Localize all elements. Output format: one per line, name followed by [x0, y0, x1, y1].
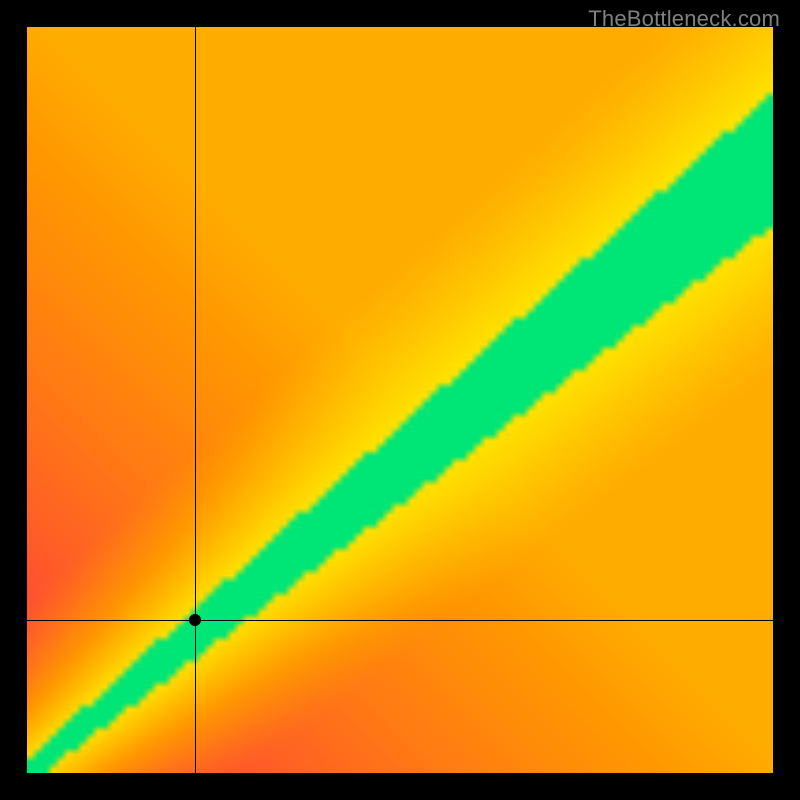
watermark-label: TheBottleneck.com — [588, 6, 780, 32]
heatmap-canvas — [27, 27, 773, 773]
crosshair-dot-icon — [189, 614, 201, 626]
heatmap-plot — [27, 27, 773, 773]
crosshair-horizontal — [27, 620, 773, 621]
crosshair-vertical — [195, 27, 196, 773]
